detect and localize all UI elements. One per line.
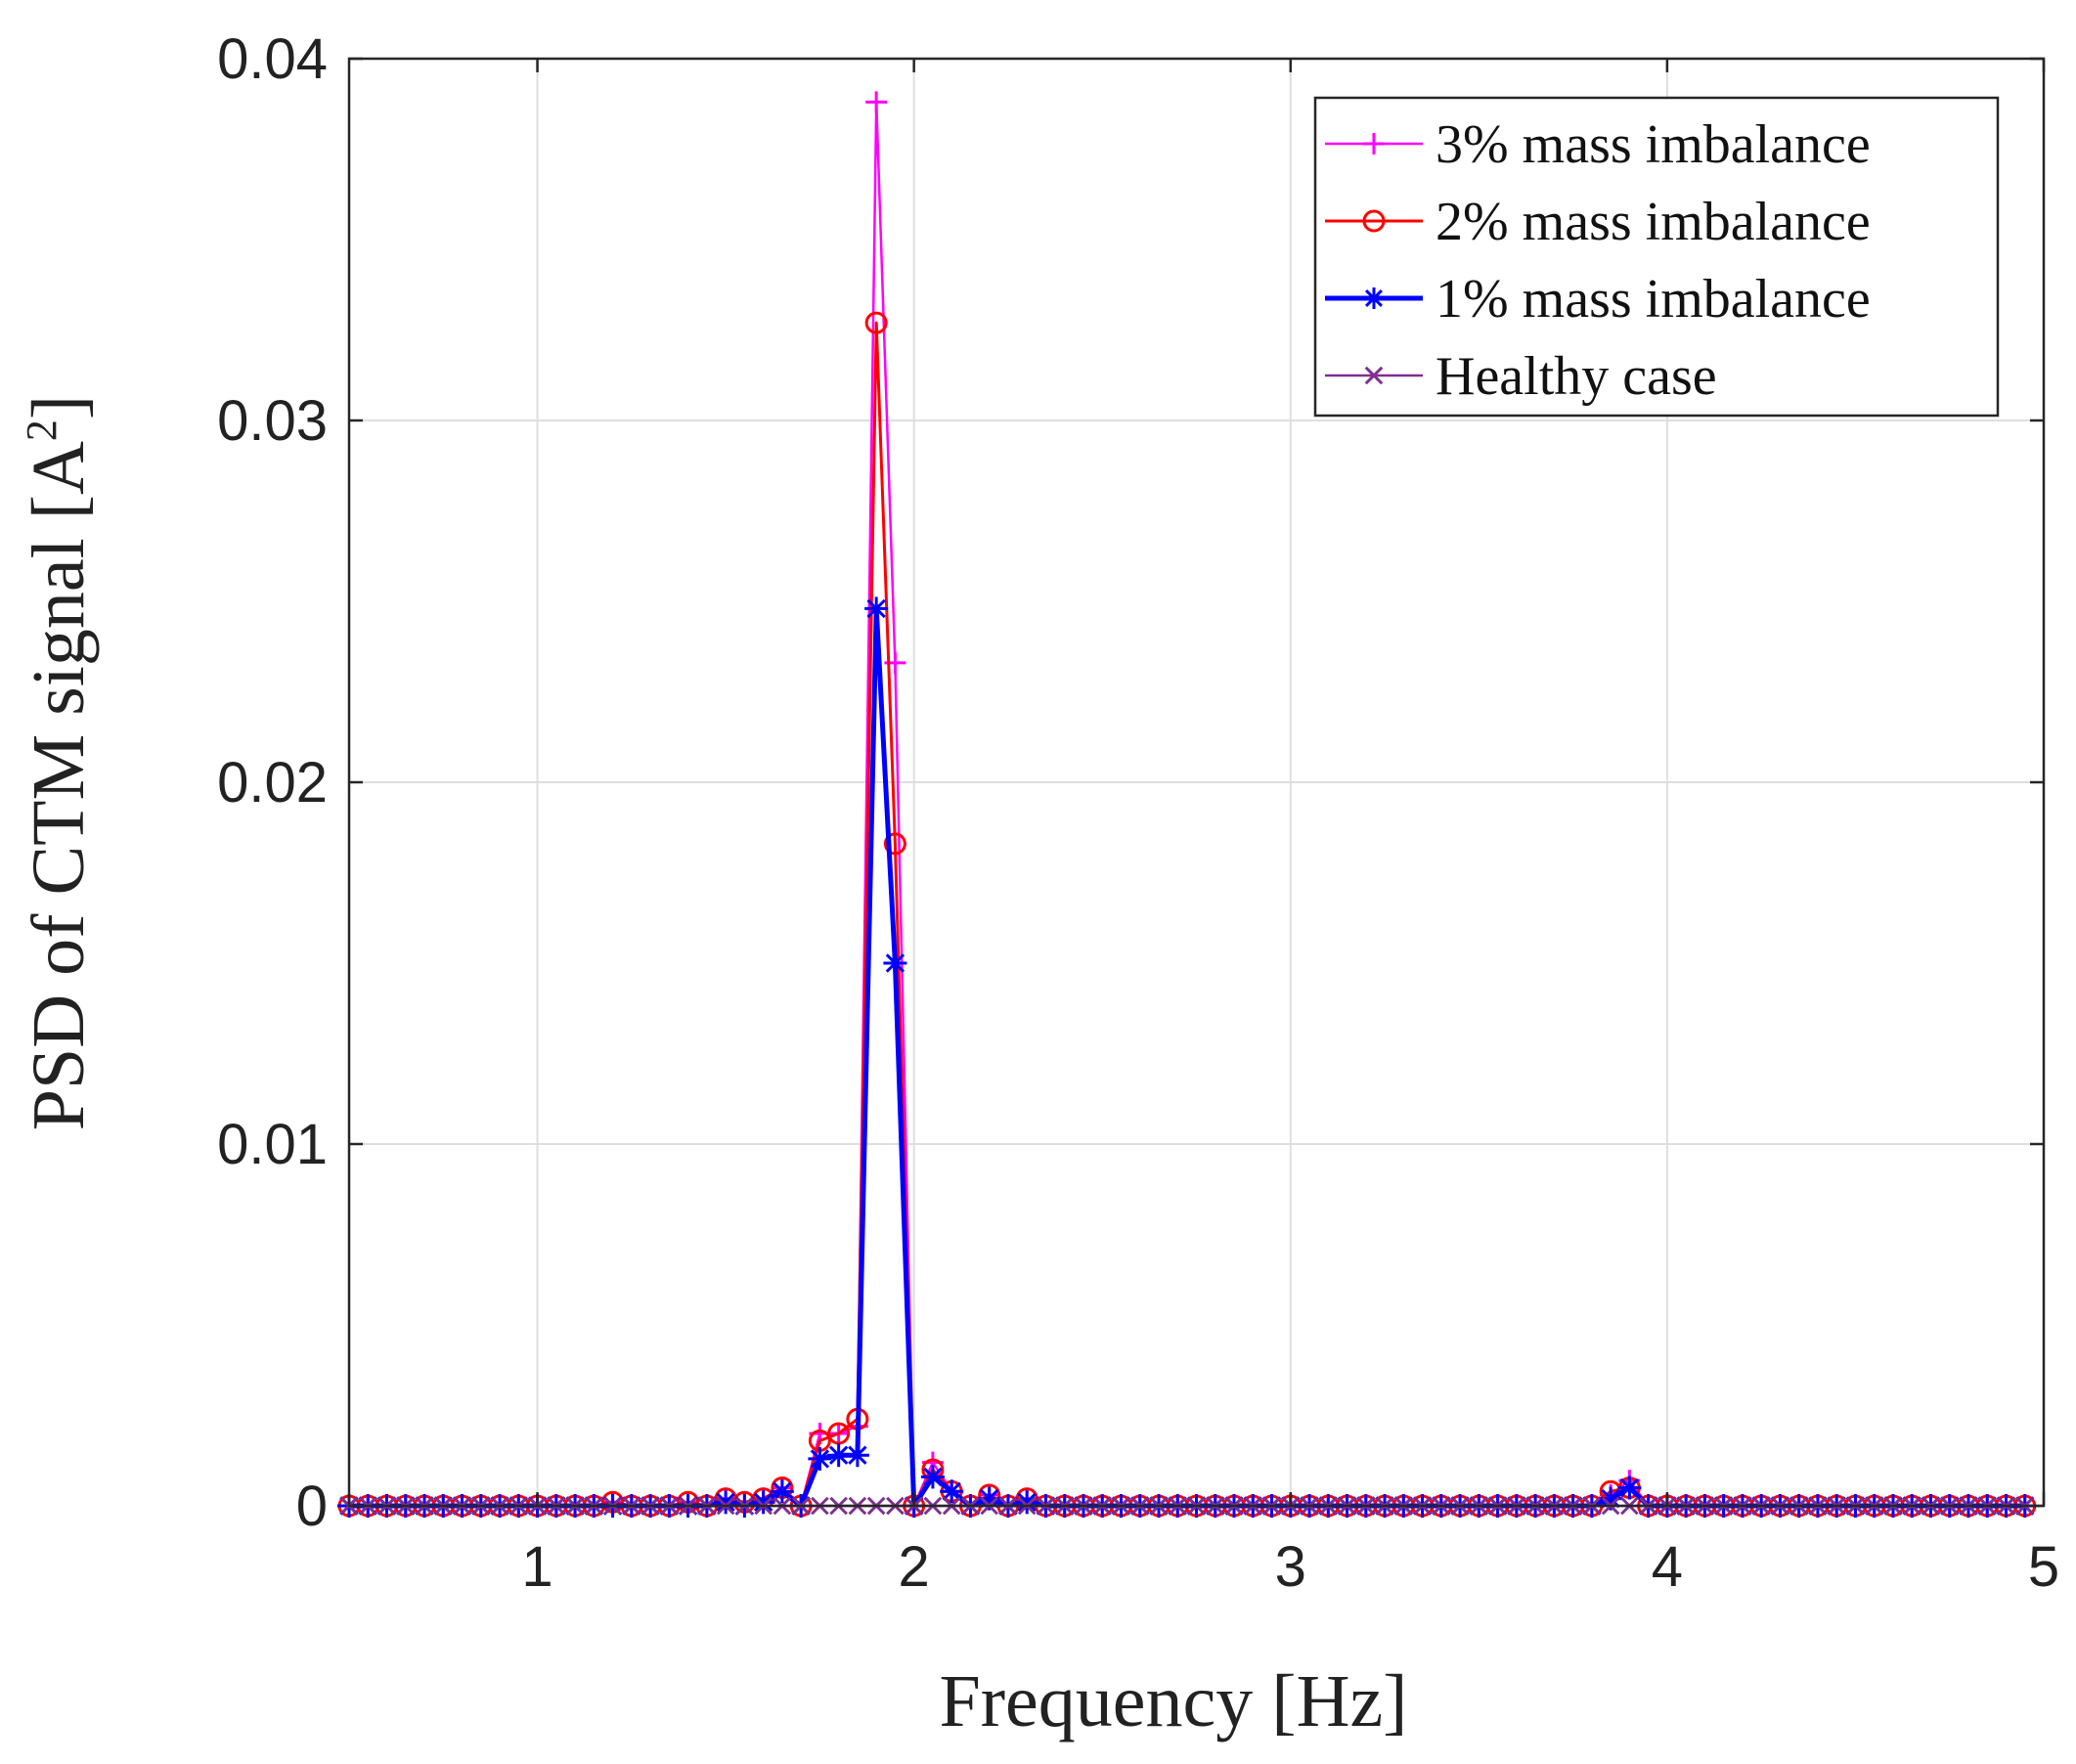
marker-stroke <box>828 1445 849 1465</box>
data-point <box>865 91 888 113</box>
legend-label: 2% mass imbalance <box>1436 192 1871 252</box>
marker-stroke <box>1619 1477 1640 1498</box>
marker-stroke <box>827 1422 851 1445</box>
marker-stroke <box>864 311 888 334</box>
marker-stroke <box>1601 1488 1620 1509</box>
marker-stroke <box>716 1492 735 1513</box>
marker-stroke <box>979 1488 999 1509</box>
marker-stroke <box>848 1445 867 1465</box>
data-point <box>920 1465 945 1489</box>
marker-stroke <box>1365 289 1383 307</box>
legend-box <box>1313 96 2000 418</box>
data-point <box>883 832 906 856</box>
marker-stroke <box>866 598 886 619</box>
marker-stroke <box>942 1481 961 1501</box>
data-point <box>714 1490 738 1515</box>
x-axis-title: Frequency [Hz] <box>939 1660 1407 1742</box>
data-point <box>826 1443 851 1468</box>
x-tick-label: 3 <box>1275 1535 1306 1599</box>
data-point <box>808 1446 832 1471</box>
data-point <box>845 1443 869 1468</box>
legend-marker <box>1363 287 1385 309</box>
legend-label: 1% mass imbalance <box>1436 269 1871 330</box>
legend-marker <box>1363 133 1385 154</box>
data-point <box>883 951 907 975</box>
legend-label: Healthy case <box>1436 346 1717 407</box>
marker-stroke <box>810 1449 830 1469</box>
marker-stroke <box>773 1481 792 1501</box>
y-axis-title-main: PSD of CTM signal [A <box>18 441 100 1130</box>
marker-stroke <box>1364 366 1384 385</box>
x-tick-label: 4 <box>1652 1535 1683 1599</box>
data-point <box>940 1479 964 1504</box>
y-tick-label: 0 <box>296 1475 328 1538</box>
legend-marker <box>1362 209 1386 233</box>
data-point <box>1617 1476 1642 1500</box>
marker-stroke <box>885 953 905 973</box>
axis-ticks: 1 2 3 4 5 0 0.01 0.02 0.03 0.04 <box>217 27 2059 1599</box>
data-point <box>864 311 888 334</box>
y-tick-label: 0.04 <box>217 27 328 91</box>
y-axis-title: PSD of CTM signal [A2] <box>18 395 100 1130</box>
data-point <box>827 1422 851 1445</box>
y-axis-title-sup: 2 <box>18 419 66 441</box>
marker-stroke <box>753 1492 773 1513</box>
marker-stroke <box>1017 1492 1037 1513</box>
marker-stroke <box>883 832 906 856</box>
data-point <box>751 1490 775 1515</box>
y-tick-label: 0.01 <box>217 1113 328 1176</box>
x-tick-label: 1 <box>521 1535 552 1599</box>
legend-marker <box>1364 366 1384 385</box>
y-tick-label: 0.02 <box>217 751 328 815</box>
legend-entry: 2% mass imbalance <box>1325 192 1871 252</box>
y-axis-title-close: ] <box>18 395 100 419</box>
legend-label: 3% mass imbalance <box>1436 114 1871 175</box>
legend: 3% mass imbalance 2% mass imbalance 1% mas… <box>1313 96 2000 418</box>
legend-entry: 3% mass imbalance <box>1325 114 1871 175</box>
marker-stroke <box>1362 209 1386 233</box>
x-tick-label: 5 <box>2028 1535 2059 1599</box>
x-tick-label: 2 <box>899 1535 930 1599</box>
data-point <box>770 1479 794 1504</box>
legend-entry: 1% mass imbalance <box>1325 269 1871 330</box>
legend-entry: Healthy case <box>1325 346 1717 407</box>
data-point <box>1015 1490 1039 1515</box>
marker-stroke <box>923 1467 943 1487</box>
legend-entries: 3% mass imbalance 2% mass imbalance 1% mas… <box>1325 114 1871 407</box>
y-tick-label: 0.03 <box>217 389 328 453</box>
data-point <box>864 596 889 621</box>
